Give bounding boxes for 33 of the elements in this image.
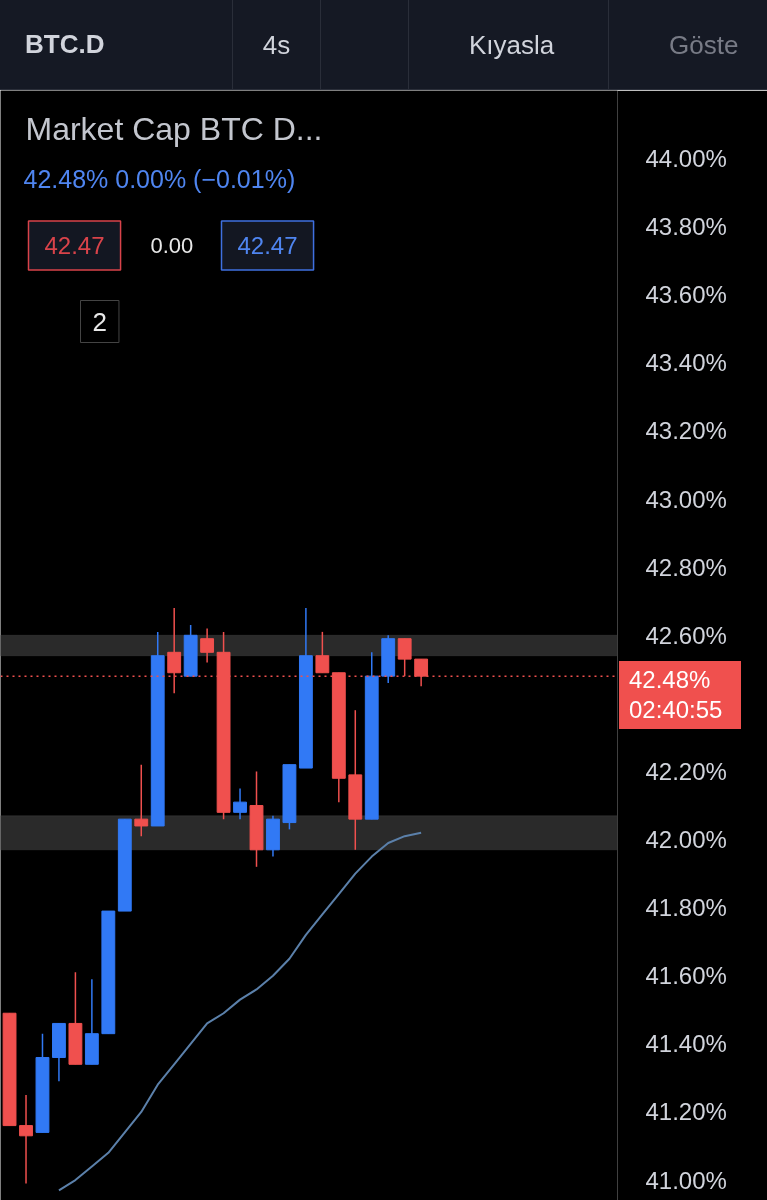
y-tick-label: 44.00% xyxy=(645,145,727,173)
line-series xyxy=(57,831,423,1192)
y-tick-label: 43.00% xyxy=(645,485,727,513)
y-tick-label: 41.80% xyxy=(645,894,727,922)
y-tick-label: 43.20% xyxy=(645,417,727,445)
y-tick-label: 43.60% xyxy=(645,281,727,309)
text: BTC.D xyxy=(24,27,106,61)
candlestick xyxy=(19,1094,33,1185)
y-tick-label: 41.60% xyxy=(645,962,727,990)
annotation: 42.47 xyxy=(237,232,298,259)
candlestick xyxy=(315,631,330,674)
y-tick-label: 42.20% xyxy=(645,757,727,785)
y-tick-label: 42.00% xyxy=(645,826,727,854)
candlestick xyxy=(134,763,149,837)
y-tick-label: 41.40% xyxy=(645,1030,727,1058)
text: 42.48% 0.00% (−0.01%) xyxy=(23,164,296,193)
text: Göste xyxy=(608,0,767,90)
y-tick-label: 42.60% xyxy=(645,621,727,649)
annotation: 0.00 xyxy=(150,233,194,258)
y-tick-label: 42.80% xyxy=(645,553,727,581)
text: Market Cap BTC D... xyxy=(25,110,323,147)
text: 4s xyxy=(232,0,320,90)
y-tick-label: 43.80% xyxy=(645,213,727,241)
candlestick xyxy=(200,627,215,664)
text: 02:40:55 xyxy=(629,696,723,723)
y-tick-label: 41.20% xyxy=(645,1098,727,1126)
ref-line-label: 42.48% xyxy=(629,666,711,693)
text: Kıyasla xyxy=(408,0,608,90)
y-tick-label: 43.40% xyxy=(645,349,727,377)
y-tick-label: 41.00% xyxy=(645,1166,727,1194)
annotation: 2 xyxy=(92,306,107,337)
candlestick xyxy=(233,787,247,820)
annotation: 42.47 xyxy=(44,232,105,259)
